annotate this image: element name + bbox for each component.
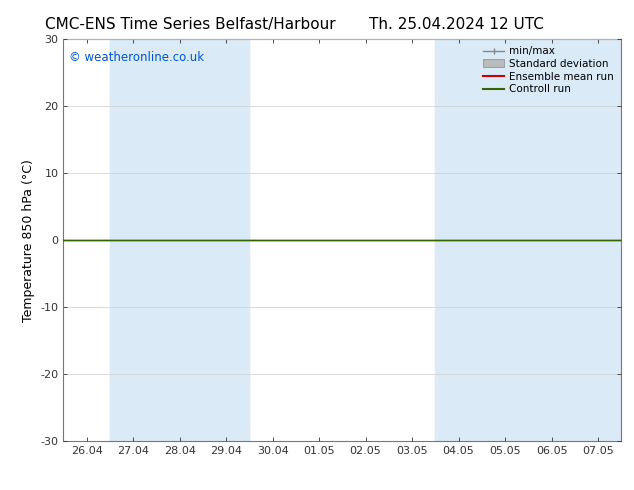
Text: CMC-ENS Time Series Belfast/Harbour: CMC-ENS Time Series Belfast/Harbour: [45, 17, 335, 32]
Bar: [436, 39, 575, 441]
Bar: [575, 39, 621, 441]
Text: © weatheronline.co.uk: © weatheronline.co.uk: [69, 51, 204, 64]
Bar: [110, 39, 249, 441]
Y-axis label: Temperature 850 hPa (°C): Temperature 850 hPa (°C): [22, 159, 35, 321]
Text: Th. 25.04.2024 12 UTC: Th. 25.04.2024 12 UTC: [369, 17, 544, 32]
Legend: min/max, Standard deviation, Ensemble mean run, Controll run: min/max, Standard deviation, Ensemble me…: [481, 45, 616, 97]
